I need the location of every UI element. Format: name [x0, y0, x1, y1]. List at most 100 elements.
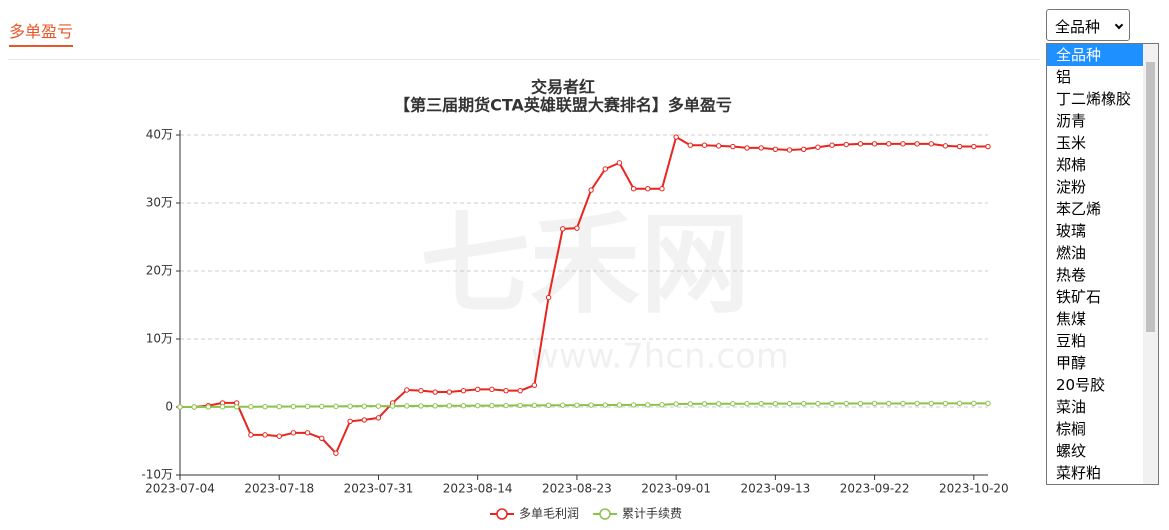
- point: [914, 400, 920, 407]
- option[interactable]: 苯乙烯: [1056, 200, 1102, 218]
- point: [602, 166, 608, 172]
- option[interactable]: 菜籽粕: [1056, 464, 1102, 482]
- point: [234, 404, 240, 410]
- point: [304, 403, 311, 410]
- point: [758, 145, 764, 151]
- point: [432, 389, 438, 395]
- option[interactable]: 铝: [1056, 68, 1072, 86]
- point: [319, 435, 325, 441]
- option[interactable]: 焦煤: [1056, 310, 1087, 328]
- point: [630, 186, 637, 192]
- legend-label: 累计手续费: [622, 507, 682, 521]
- point: [801, 400, 807, 407]
- option[interactable]: 郑棉: [1056, 156, 1087, 174]
- option[interactable]: 燃油: [1056, 244, 1087, 262]
- point: [971, 143, 977, 150]
- point: [432, 403, 438, 409]
- point: [446, 389, 453, 395]
- select[interactable]: 全品种: [1046, 9, 1130, 41]
- point: [673, 401, 679, 407]
- point: [956, 400, 963, 407]
- x-tick-label: 2023-08-14: [443, 482, 513, 496]
- point: [886, 400, 892, 407]
- scrollbar-thumb[interactable]: [1146, 62, 1155, 332]
- scrollbar[interactable]: [1143, 44, 1158, 484]
- watermark: www.7hcn.com: [531, 337, 789, 377]
- point: [701, 142, 708, 148]
- point: [829, 400, 835, 407]
- point: [361, 417, 367, 423]
- point: [744, 401, 750, 407]
- point: [772, 146, 779, 152]
- option[interactable]: 沥青: [1056, 112, 1087, 130]
- tab[interactable]: 多单盈亏: [9, 18, 74, 47]
- legend-swatch: [496, 508, 508, 520]
- divider: [8, 59, 1040, 60]
- point: [829, 142, 835, 148]
- y-tick-label: 30万: [146, 196, 173, 210]
- point: [262, 432, 268, 438]
- chart: 交易者红 【第三届期货CTA英雄联盟大赛排名】多单盈亏 七禾网 www.7hcn…: [141, 78, 1008, 521]
- point: [772, 400, 779, 407]
- option[interactable]: 丁二烯橡胶: [1056, 90, 1132, 108]
- option[interactable]: 玻璃: [1056, 222, 1087, 240]
- point: [730, 143, 736, 150]
- y-tick-label: 20万: [146, 264, 173, 278]
- point: [900, 141, 906, 147]
- point: [333, 403, 339, 410]
- option[interactable]: 热卷: [1056, 266, 1087, 284]
- option[interactable]: 甲醇: [1056, 354, 1087, 372]
- option[interactable]: 20号胶: [1056, 376, 1106, 394]
- point: [588, 187, 594, 193]
- option[interactable]: 豆粕: [1056, 332, 1087, 350]
- point: [191, 404, 197, 410]
- point: [503, 402, 509, 409]
- point: [715, 401, 722, 407]
- x-tick-label: 2023-07-31: [344, 482, 414, 496]
- point: [985, 400, 991, 407]
- point: [971, 400, 977, 407]
- series: [177, 400, 991, 410]
- point: [701, 401, 708, 407]
- point: [616, 160, 623, 166]
- point: [404, 403, 410, 409]
- point: [871, 400, 878, 407]
- dropdown-list: 全品种铝丁二烯橡胶沥青玉米郑棉淀粉苯乙烯玻璃燃油热卷铁矿石焦煤豆粕甲醇 20号胶菜…: [1046, 43, 1159, 485]
- point: [489, 402, 495, 409]
- point: [574, 225, 580, 231]
- point: [389, 403, 396, 409]
- point: [418, 403, 424, 409]
- point: [786, 147, 793, 153]
- point: [517, 402, 523, 409]
- option[interactable]: 菜油: [1056, 398, 1087, 416]
- point: [687, 142, 694, 148]
- point: [474, 402, 481, 409]
- point: [375, 403, 382, 409]
- point: [942, 400, 949, 407]
- point: [602, 402, 608, 408]
- option[interactable]: 淀粉: [1056, 178, 1087, 196]
- option[interactable]: 全品种: [1047, 44, 1143, 66]
- point: [857, 400, 864, 407]
- point: [517, 387, 523, 394]
- x-tick-label: 2023-09-13: [740, 482, 810, 496]
- option[interactable]: 螺纹: [1056, 442, 1087, 460]
- point: [460, 387, 467, 394]
- point: [446, 403, 453, 409]
- point: [985, 143, 991, 150]
- point: [857, 141, 864, 147]
- point: [843, 141, 849, 148]
- option[interactable]: 棕榈: [1056, 420, 1087, 438]
- point: [645, 402, 651, 408]
- point: [574, 402, 580, 408]
- option[interactable]: 铁矿石: [1056, 288, 1102, 306]
- option[interactable]: 玉米: [1056, 134, 1087, 152]
- point: [942, 143, 949, 149]
- x-tick-label: 2023-07-18: [244, 482, 314, 496]
- point: [815, 400, 821, 407]
- point: [531, 402, 538, 409]
- x-tick-label: 2023-07-04: [145, 482, 215, 496]
- point: [886, 141, 892, 147]
- point: [871, 141, 878, 147]
- point: [333, 450, 339, 456]
